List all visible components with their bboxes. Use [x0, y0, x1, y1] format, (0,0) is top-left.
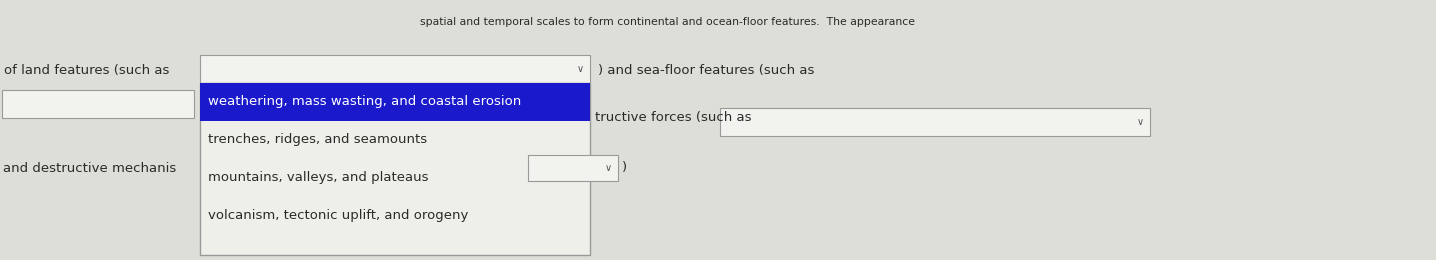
Text: trenches, ridges, and seamounts: trenches, ridges, and seamounts — [208, 133, 426, 146]
Text: and destructive mechanis: and destructive mechanis — [3, 161, 177, 174]
Text: weathering, mass wasting, and coastal erosion: weathering, mass wasting, and coastal er… — [208, 95, 521, 108]
FancyBboxPatch shape — [200, 55, 590, 83]
FancyBboxPatch shape — [719, 108, 1150, 136]
Text: volcanism, tectonic uplift, and orogeny: volcanism, tectonic uplift, and orogeny — [208, 210, 468, 223]
FancyBboxPatch shape — [200, 83, 590, 255]
Text: tructive forces (such as: tructive forces (such as — [595, 112, 751, 125]
Text: spatial and temporal scales to form continental and ocean-floor features.  The a: spatial and temporal scales to form cont… — [419, 17, 915, 27]
Text: ∨: ∨ — [576, 64, 583, 74]
Text: ) and sea-floor features (such as: ) and sea-floor features (such as — [597, 64, 814, 77]
Text: ∨: ∨ — [1136, 117, 1143, 127]
FancyBboxPatch shape — [1, 90, 194, 118]
Text: ∨: ∨ — [605, 163, 612, 173]
FancyBboxPatch shape — [528, 155, 617, 181]
Text: ): ) — [622, 161, 628, 174]
Text: mountains, valleys, and plateaus: mountains, valleys, and plateaus — [208, 172, 428, 185]
FancyBboxPatch shape — [200, 83, 590, 121]
Text: of land features (such as: of land features (such as — [4, 64, 169, 77]
